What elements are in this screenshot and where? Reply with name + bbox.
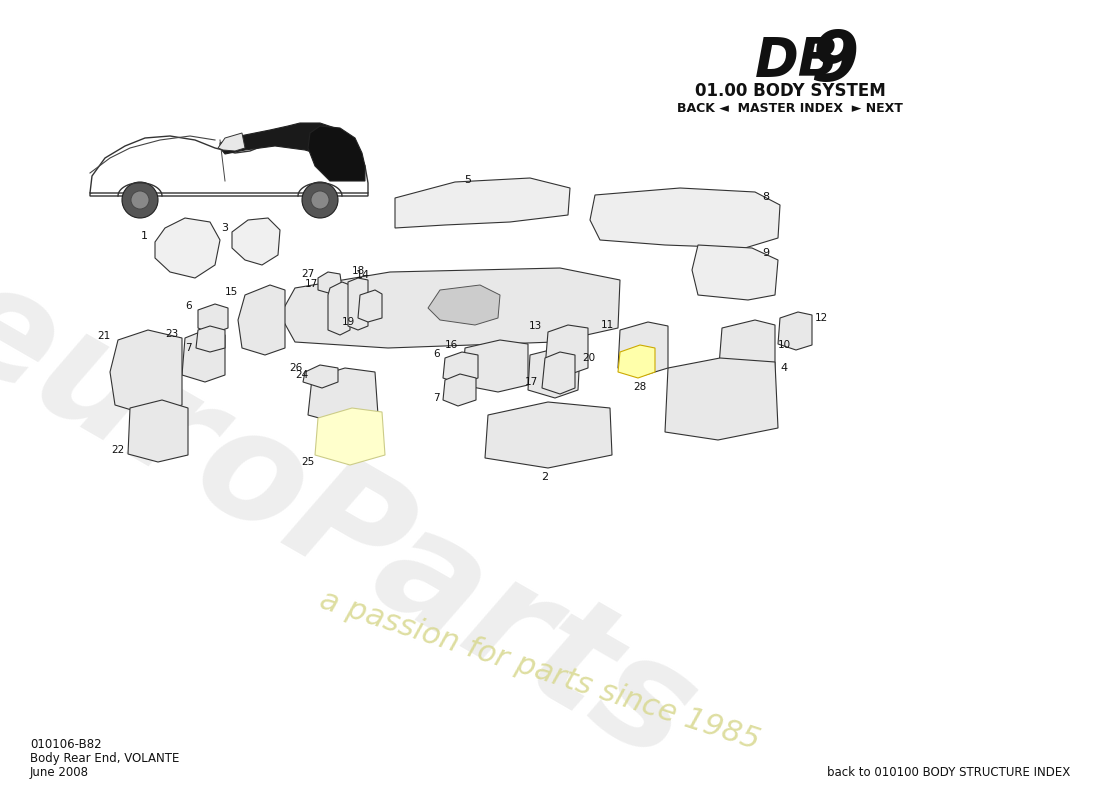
Polygon shape bbox=[358, 290, 382, 322]
Polygon shape bbox=[443, 374, 476, 406]
Circle shape bbox=[302, 182, 338, 218]
Text: 4: 4 bbox=[780, 363, 788, 373]
Polygon shape bbox=[618, 345, 654, 378]
Polygon shape bbox=[318, 272, 342, 294]
Polygon shape bbox=[238, 285, 285, 355]
Text: 21: 21 bbox=[97, 331, 110, 341]
Text: 14: 14 bbox=[356, 270, 370, 280]
Text: 17: 17 bbox=[305, 279, 318, 289]
Polygon shape bbox=[542, 352, 575, 394]
Text: 010106-B82: 010106-B82 bbox=[30, 738, 101, 751]
Polygon shape bbox=[590, 188, 780, 248]
Text: June 2008: June 2008 bbox=[30, 766, 89, 779]
Polygon shape bbox=[462, 340, 528, 392]
Polygon shape bbox=[90, 126, 368, 193]
Text: 18: 18 bbox=[351, 266, 364, 276]
Polygon shape bbox=[718, 320, 776, 385]
Polygon shape bbox=[308, 368, 378, 425]
Text: a passion for parts since 1985: a passion for parts since 1985 bbox=[317, 585, 763, 755]
Text: 15: 15 bbox=[224, 287, 238, 297]
Text: 13: 13 bbox=[529, 321, 542, 331]
Polygon shape bbox=[485, 402, 612, 468]
Polygon shape bbox=[544, 325, 588, 375]
Text: 9: 9 bbox=[810, 28, 858, 95]
Text: 10: 10 bbox=[778, 340, 791, 350]
Text: 11: 11 bbox=[601, 320, 614, 330]
Text: 9: 9 bbox=[762, 248, 769, 258]
Polygon shape bbox=[395, 178, 570, 228]
Text: euroParts: euroParts bbox=[0, 246, 719, 794]
Polygon shape bbox=[443, 352, 478, 384]
Text: 16: 16 bbox=[444, 340, 458, 350]
Text: 24: 24 bbox=[295, 370, 308, 380]
Polygon shape bbox=[528, 348, 580, 398]
Polygon shape bbox=[328, 282, 350, 335]
Polygon shape bbox=[302, 365, 338, 388]
Text: 01.00 BODY SYSTEM: 01.00 BODY SYSTEM bbox=[694, 82, 886, 100]
Polygon shape bbox=[198, 304, 228, 334]
Text: 22: 22 bbox=[111, 445, 124, 455]
Text: 28: 28 bbox=[634, 382, 647, 392]
Polygon shape bbox=[308, 126, 365, 181]
Text: 3: 3 bbox=[221, 223, 228, 233]
Text: 25: 25 bbox=[301, 457, 315, 467]
Circle shape bbox=[122, 182, 158, 218]
Polygon shape bbox=[182, 330, 225, 382]
Text: 27: 27 bbox=[300, 269, 313, 279]
Text: BACK ◄  MASTER INDEX  ► NEXT: BACK ◄ MASTER INDEX ► NEXT bbox=[678, 102, 903, 115]
Polygon shape bbox=[218, 133, 245, 151]
Text: 5: 5 bbox=[464, 175, 472, 185]
Polygon shape bbox=[315, 408, 385, 465]
Polygon shape bbox=[220, 123, 355, 163]
Text: 1: 1 bbox=[141, 231, 149, 241]
Text: back to 010100 BODY STRUCTURE INDEX: back to 010100 BODY STRUCTURE INDEX bbox=[827, 766, 1070, 779]
Polygon shape bbox=[280, 268, 620, 348]
Text: 7: 7 bbox=[186, 343, 192, 353]
Polygon shape bbox=[196, 326, 225, 352]
Circle shape bbox=[311, 191, 329, 209]
Text: 12: 12 bbox=[815, 313, 828, 323]
Text: 19: 19 bbox=[342, 317, 355, 327]
Text: 8: 8 bbox=[762, 192, 769, 202]
Text: 6: 6 bbox=[186, 301, 192, 311]
Polygon shape bbox=[666, 358, 778, 440]
Polygon shape bbox=[155, 218, 220, 278]
Polygon shape bbox=[618, 322, 668, 375]
Text: 20: 20 bbox=[582, 353, 595, 363]
Polygon shape bbox=[232, 218, 280, 265]
Polygon shape bbox=[348, 278, 369, 330]
Polygon shape bbox=[692, 245, 778, 300]
Text: 23: 23 bbox=[165, 329, 178, 339]
Text: 2: 2 bbox=[541, 472, 549, 482]
Polygon shape bbox=[128, 400, 188, 462]
Text: 26: 26 bbox=[288, 363, 302, 373]
Text: 6: 6 bbox=[433, 349, 440, 359]
Text: DB: DB bbox=[755, 35, 839, 87]
Polygon shape bbox=[428, 285, 501, 325]
Text: 7: 7 bbox=[433, 393, 440, 403]
Text: 17: 17 bbox=[525, 377, 538, 387]
Polygon shape bbox=[778, 312, 812, 350]
Text: Body Rear End, VOLANTE: Body Rear End, VOLANTE bbox=[30, 752, 179, 765]
Polygon shape bbox=[90, 181, 368, 196]
Polygon shape bbox=[110, 330, 182, 415]
Circle shape bbox=[131, 191, 149, 209]
